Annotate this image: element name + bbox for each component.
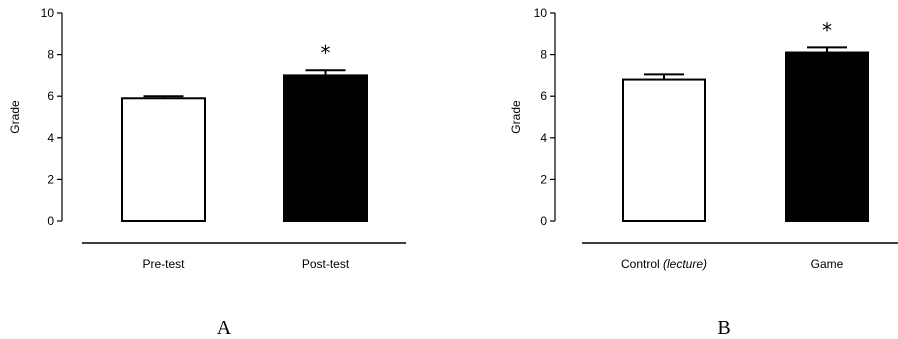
panel-b-y-tick-label: 4 bbox=[540, 131, 547, 145]
panel-b-y-tick-label: 0 bbox=[540, 214, 547, 228]
panel-b-y-axis-title: Grade bbox=[509, 100, 523, 134]
panel-b-category-label: Game bbox=[811, 257, 844, 271]
panel-a-y-tick-label: 8 bbox=[47, 48, 54, 62]
panel-a-y-tick-label: 10 bbox=[41, 6, 55, 20]
panel-b-y-tick-label: 10 bbox=[534, 6, 548, 20]
panel-a-category-label: Post-test bbox=[302, 257, 350, 271]
panel-a-bar bbox=[121, 97, 206, 222]
panel-b-y-tick-label: 2 bbox=[540, 172, 547, 186]
panel-a-bar bbox=[283, 74, 368, 223]
panel-a-y-tick-label: 2 bbox=[47, 172, 54, 186]
panel-b-category-label: Control (lecture) bbox=[621, 257, 707, 271]
panel-b-y-tick-label: 8 bbox=[540, 48, 547, 62]
panel-a-y-tick-label: 6 bbox=[47, 89, 54, 103]
panel-a-y-axis-title: Grade bbox=[8, 100, 22, 134]
panel-b-significance-star: * bbox=[822, 18, 832, 42]
panel-a-y-tick-label: 0 bbox=[47, 214, 54, 228]
panel-a-y-tick-label: 4 bbox=[47, 131, 54, 145]
panel-b-bar bbox=[785, 51, 869, 222]
panel-b-bar bbox=[622, 78, 706, 222]
panel-a-significance-star: * bbox=[321, 41, 331, 65]
panel-a-letter: A bbox=[217, 317, 232, 339]
panel-b-letter: B bbox=[717, 317, 730, 339]
panel-b-y-tick-label: 6 bbox=[540, 89, 547, 103]
panel-a-category-label: Pre-test bbox=[142, 257, 185, 271]
